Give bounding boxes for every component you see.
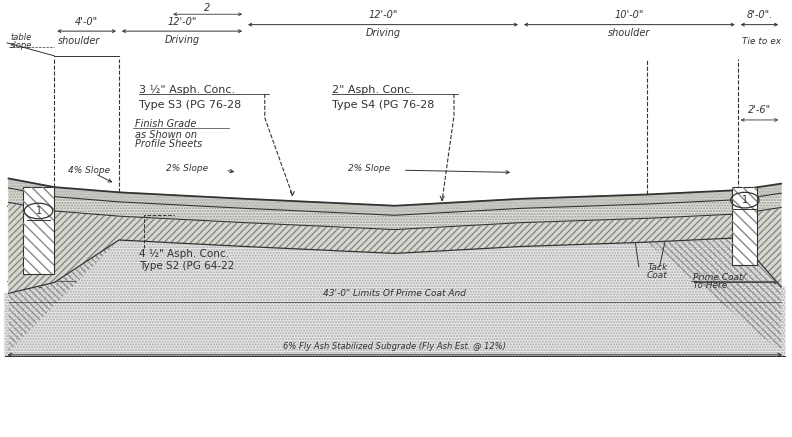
Polygon shape <box>9 178 119 352</box>
Text: 6% Fly Ash Stabilized Subgrade (Fly Ash Est. @ 12%): 6% Fly Ash Stabilized Subgrade (Fly Ash … <box>284 342 506 351</box>
Text: 4'-0": 4'-0" <box>75 17 98 27</box>
Text: Coat: Coat <box>647 271 668 281</box>
Text: Type S4 (PG 76-28: Type S4 (PG 76-28 <box>332 100 434 110</box>
Text: slope: slope <box>10 41 32 50</box>
Text: 3 ½" Asph. Conc.: 3 ½" Asph. Conc. <box>139 85 234 95</box>
Text: 4 ½" Asph. Conc.: 4 ½" Asph. Conc. <box>139 249 229 259</box>
Text: To Here: To Here <box>9 281 43 290</box>
Text: 4% Slope: 4% Slope <box>67 166 110 175</box>
Text: Finish Grade: Finish Grade <box>135 119 196 129</box>
Text: 8'-0".: 8'-0". <box>746 10 772 20</box>
Bar <box>23 187 55 274</box>
Text: as Shown on: as Shown on <box>135 130 196 140</box>
Text: Prime Coat/: Prime Coat/ <box>693 272 745 281</box>
Text: Prime Coat: Prime Coat <box>9 272 58 281</box>
Text: 12'-0": 12'-0" <box>368 10 398 20</box>
Text: 2% Slope: 2% Slope <box>166 164 208 173</box>
Text: Driving: Driving <box>165 35 200 45</box>
Text: 1: 1 <box>36 206 42 216</box>
Text: table: table <box>10 33 32 42</box>
Text: 43'-0" Limits Of Prime Coat And: 43'-0" Limits Of Prime Coat And <box>323 288 466 298</box>
Text: 2% Slope: 2% Slope <box>348 164 390 173</box>
Text: shoulder: shoulder <box>59 36 101 46</box>
Text: 10'-0": 10'-0" <box>615 10 644 20</box>
Text: 2% S  oe: 2% S oe <box>154 234 194 243</box>
Text: 2" Asph. Conc.: 2" Asph. Conc. <box>332 85 413 95</box>
Polygon shape <box>647 184 781 352</box>
Text: Driving: Driving <box>365 28 401 38</box>
Text: Tie to ex: Tie to ex <box>742 37 781 45</box>
Text: shoulder: shoulder <box>608 28 650 38</box>
Text: Type S3 (PG 76-28: Type S3 (PG 76-28 <box>139 100 241 110</box>
Bar <box>733 187 757 265</box>
Text: 2'-6": 2'-6" <box>748 105 771 115</box>
Text: 1: 1 <box>742 195 748 205</box>
Text: 2: 2 <box>204 3 211 13</box>
Text: Profile Sheets: Profile Sheets <box>135 139 202 149</box>
Text: Tack: Tack <box>647 263 668 272</box>
Polygon shape <box>1 155 789 361</box>
Text: 2'-6": 2'-6" <box>6 198 29 208</box>
Polygon shape <box>9 188 781 229</box>
Polygon shape <box>9 202 781 293</box>
Text: Type S2 (PG 64-22: Type S2 (PG 64-22 <box>139 261 234 271</box>
Text: 2% Slope: 2% Slope <box>340 234 382 243</box>
Polygon shape <box>5 238 785 356</box>
Text: 12'-0": 12'-0" <box>167 17 196 27</box>
Text: To Here: To Here <box>693 281 727 290</box>
Polygon shape <box>9 178 781 215</box>
